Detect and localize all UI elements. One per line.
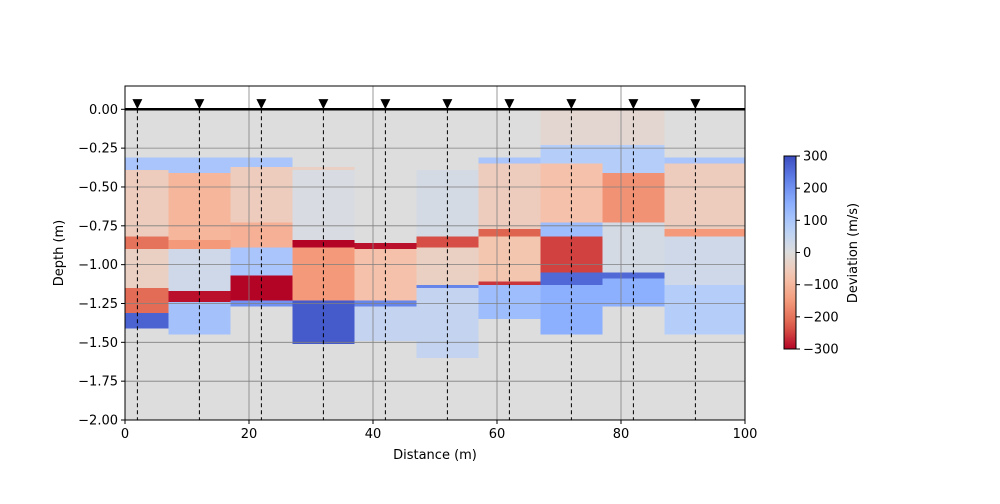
y-tick-label: −2.00	[78, 414, 118, 429]
receiver-marker: ▼	[442, 96, 452, 111]
heatmap-cell	[125, 157, 169, 170]
heatmap-cell	[354, 340, 417, 420]
colorbar: 300 200 100 0 −100 −200 −300 Deviation (m/s)	[783, 150, 861, 358]
receiver-marker: ▼	[256, 96, 266, 111]
heatmap-cell	[125, 109, 169, 158]
colorbar-tick-label: 0	[803, 246, 811, 261]
receiver-marker: ▼	[318, 96, 328, 111]
heatmap-cell	[125, 169, 169, 237]
heatmap-cell	[125, 287, 169, 313]
heatmap-cell	[664, 157, 745, 164]
receiver-marker: ▼	[132, 96, 142, 111]
heatmap-cell	[664, 236, 745, 285]
y-tick-label: −1.25	[78, 297, 118, 312]
receiver-marker: ▼	[628, 96, 638, 111]
y-axis: 0.00 −0.25 −0.50 −0.75 −1.00 −1.25 −1.50 −1.75 −…	[78, 103, 125, 429]
plot-frame	[124, 85, 746, 421]
heatmap-cell	[664, 334, 745, 420]
heatmap-cell	[125, 249, 169, 288]
x-tick-label: 60	[489, 427, 506, 442]
x-axis: 0 20 40 60 80 100	[121, 420, 758, 442]
y-tick-label: −1.50	[78, 336, 118, 351]
y-tick-label: −1.00	[78, 258, 118, 273]
colorbar-label: Deviation (m/s)	[846, 203, 861, 303]
colorbar-tick-label: −300	[803, 343, 839, 358]
heatmap-cell	[168, 249, 231, 292]
colorbar-gradient	[783, 155, 797, 350]
y-tick-label: −0.75	[78, 219, 118, 234]
heatmap-cell	[125, 312, 169, 329]
receiver-marker: ▼	[690, 96, 700, 111]
heatmap-cell	[664, 228, 745, 237]
receiver-marker: ▼	[194, 96, 204, 111]
x-tick-label: 0	[121, 427, 129, 442]
heatmap-cell	[478, 281, 541, 285]
heatmap-cell	[416, 357, 479, 420]
colorbar-tick-label: −200	[803, 310, 839, 325]
colorbar-tick-label: −100	[803, 278, 839, 293]
receiver-marker: ▼	[380, 96, 390, 111]
y-tick-label: 0.00	[89, 103, 118, 118]
x-tick-label: 20	[241, 427, 258, 442]
colorbar-tick-label: 300	[803, 150, 828, 165]
heatmap-cell	[416, 236, 479, 248]
y-tick-label: −1.75	[78, 375, 118, 390]
heatmap-cell	[125, 328, 169, 420]
receiver-markers: ▼ ▼ ▼ ▼ ▼ ▼ ▼ ▼ ▼ ▼	[132, 96, 700, 420]
colorbar-ticks: 300 200 100 0 −100 −200 −300	[796, 150, 839, 358]
receiver-marker: ▼	[566, 96, 576, 111]
x-axis-label: Distance (m)	[393, 448, 477, 463]
heatmap-cell	[478, 228, 541, 237]
heatmap-cell	[168, 291, 231, 302]
heatmap-cell	[168, 157, 231, 173]
y-tick-label: −0.25	[78, 142, 118, 157]
heatmap-cell	[664, 109, 745, 158]
x-tick-label: 80	[613, 427, 630, 442]
heatmap-cell	[125, 236, 169, 250]
x-tick-label: 40	[365, 427, 382, 442]
y-axis-label: Depth (m)	[52, 220, 67, 287]
x-tick-label: 100	[733, 427, 758, 442]
colorbar-tick-label: 100	[803, 214, 828, 229]
receiver-marker: ▼	[504, 96, 514, 111]
heatmap-cell	[664, 284, 745, 335]
heatmap-cell	[602, 272, 665, 279]
heatmap-cell	[664, 163, 745, 229]
colorbar-tick-label: 200	[803, 182, 828, 197]
y-tick-label: −0.50	[78, 180, 118, 195]
